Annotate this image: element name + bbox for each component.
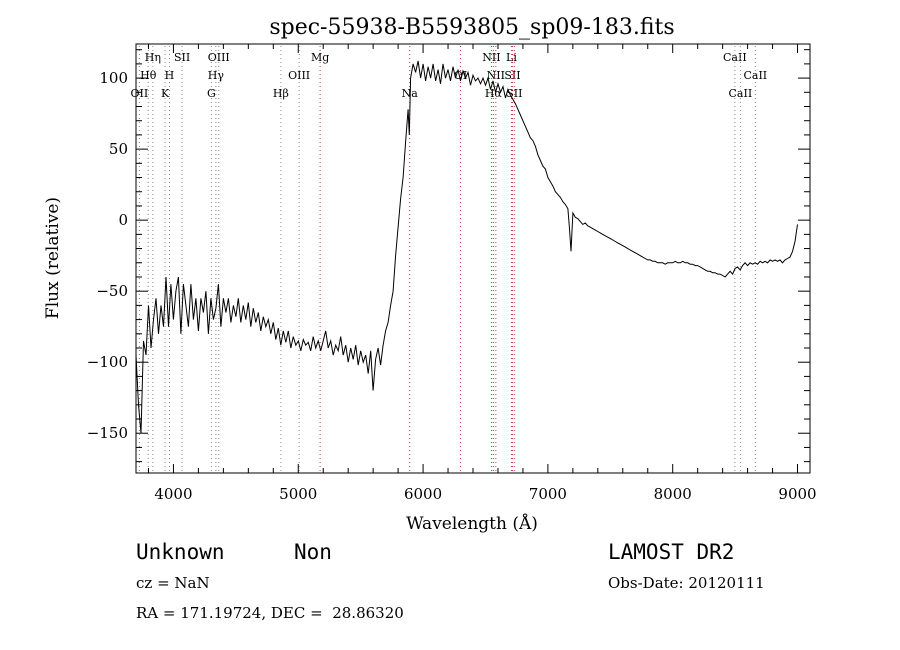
line-label-14: NII — [482, 51, 500, 64]
y-tick-label-3: 0 — [118, 211, 128, 229]
line-label-6: OIII — [208, 51, 230, 64]
y-tick-label-1: −100 — [87, 353, 128, 371]
line-label-5: SII — [174, 51, 190, 64]
x-tick-label-3: 7000 — [529, 485, 567, 503]
chart-title: spec-55938-B5593805_sp09-183.fits — [269, 15, 674, 40]
spectrum-line — [135, 60, 798, 434]
line-label-21: CaII — [743, 69, 767, 82]
line-label-19: SII — [506, 87, 522, 100]
y-tick-label-2: −50 — [96, 282, 128, 300]
line-label-17: Li — [506, 51, 517, 64]
object-class: Unknown — [136, 540, 225, 564]
y-tick-label-0: −150 — [87, 424, 128, 442]
y-axis-label: Flux (relative) — [43, 197, 63, 319]
line-label-2: OII — [131, 87, 149, 100]
line-label-20: CaII — [723, 51, 747, 64]
line-label-11: Mg — [311, 51, 329, 64]
y-tick-label-4: 50 — [109, 140, 128, 158]
survey-label: LAMOST DR2 — [608, 540, 735, 564]
line-label-7: Hγ — [208, 69, 225, 82]
x-axis-label: Wavelength (Å) — [406, 513, 538, 534]
plot-frame — [135, 43, 811, 474]
line-label-16: Hα — [485, 87, 503, 100]
line-label-18: SII — [504, 69, 520, 82]
line-label-15: NII — [487, 69, 505, 82]
spectrum-series — [135, 60, 798, 434]
line-label-4: K — [161, 87, 170, 100]
line-label-9: Hβ — [273, 87, 289, 100]
x-tick-label-4: 8000 — [654, 485, 692, 503]
x-tick-label-2: 6000 — [404, 485, 442, 503]
line-label-10: OIII — [288, 69, 310, 82]
line-label-0: Hη — [145, 51, 161, 64]
x-tick-label-1: 5000 — [279, 485, 317, 503]
redshift-text: cz = NaN — [136, 574, 210, 592]
x-tick-label-5: 9000 — [778, 485, 816, 503]
coordinates-text: RA = 171.19724, DEC = 28.86320 — [136, 604, 404, 622]
axes-ticks: 4000 5000 6000 7000 8000 9000 −150 −100 −50 0 50 10… — [87, 44, 817, 503]
observation-date: Obs-Date: 20120111 — [608, 574, 765, 592]
y-tick-label-5: 100 — [99, 69, 128, 87]
object-subclass: Non — [294, 540, 332, 564]
line-label-1: Hθ — [140, 69, 157, 82]
x-tick-label-0: 4000 — [154, 485, 192, 503]
line-label-3: H — [165, 69, 175, 82]
line-label-8: G — [207, 87, 216, 100]
line-label-22: CaII — [729, 87, 753, 100]
